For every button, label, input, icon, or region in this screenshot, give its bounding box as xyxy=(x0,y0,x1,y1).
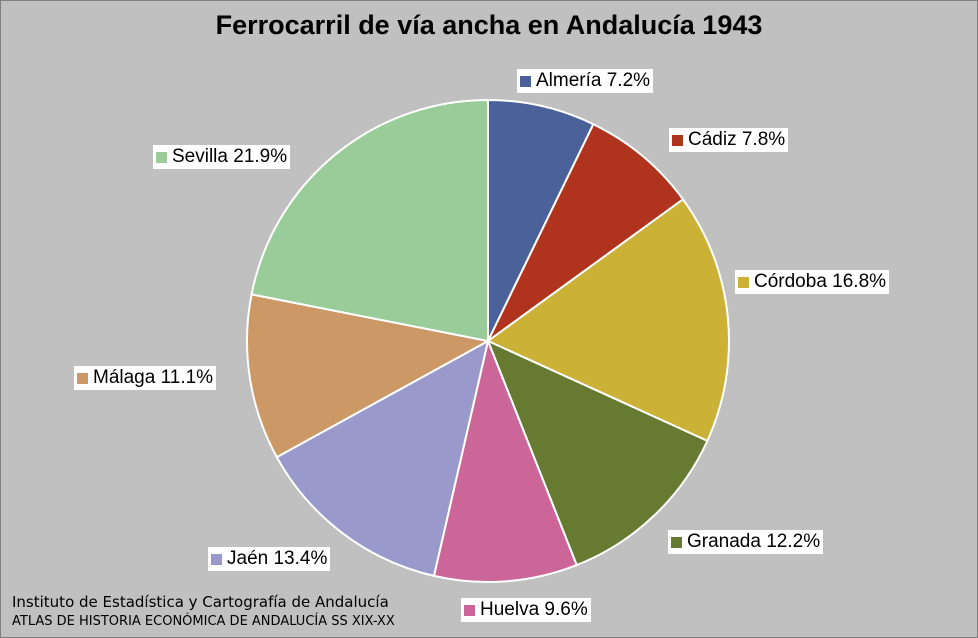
pie-slice-almeria xyxy=(487,98,595,342)
pie-slice-cordoba xyxy=(486,197,730,443)
pie-slice-malaga xyxy=(246,293,491,459)
legend-key-swatch xyxy=(520,75,531,87)
data-label: Málaga 11.1% xyxy=(74,366,217,390)
data-label-text: Cádiz 7.8% xyxy=(688,129,786,150)
data-label: Almería 7.2% xyxy=(517,69,654,93)
pie-slice-huelva xyxy=(432,337,579,583)
data-label: Cádiz 7.8% xyxy=(669,128,789,152)
data-label-text: Sevilla 21.9% xyxy=(172,146,288,167)
legend-key-swatch xyxy=(464,604,475,616)
legend-key-swatch xyxy=(672,134,683,146)
data-label: Granada 12.2% xyxy=(668,530,824,554)
pie-slice-granada xyxy=(486,339,709,567)
data-label: Huelva 9.6% xyxy=(461,598,591,622)
data-label: Córdoba 16.8% xyxy=(735,270,890,294)
legend-key-swatch xyxy=(738,276,749,288)
pie-slice-sevilla xyxy=(250,98,489,343)
pie-slice-jaen xyxy=(275,339,490,578)
source-atlas: ATLAS DE HISTORIA ECONÓMICA DE ANDALUCÍA… xyxy=(12,614,395,629)
data-label-text: Huelva 9.6% xyxy=(480,599,588,620)
legend-key-swatch xyxy=(77,372,88,384)
legend-key-swatch xyxy=(671,536,682,548)
legend-key-swatch xyxy=(156,151,167,163)
chart-title: Ferrocarril de vía ancha en Andalucía 19… xyxy=(215,10,763,40)
data-label: Jaén 13.4% xyxy=(208,547,331,571)
data-label-text: Almería 7.2% xyxy=(536,70,651,91)
data-label-text: Jaén 13.4% xyxy=(227,548,328,569)
data-label: Sevilla 21.9% xyxy=(153,145,291,169)
data-label-text: Granada 12.2% xyxy=(687,531,821,552)
data-label-text: Córdoba 16.8% xyxy=(754,271,887,292)
source-institute: Instituto de Estadística y Cartografía d… xyxy=(12,593,389,611)
legend-key-swatch xyxy=(211,553,222,565)
data-label-text: Málaga 11.1% xyxy=(93,367,214,388)
pie-slice-cadiz xyxy=(487,122,685,342)
